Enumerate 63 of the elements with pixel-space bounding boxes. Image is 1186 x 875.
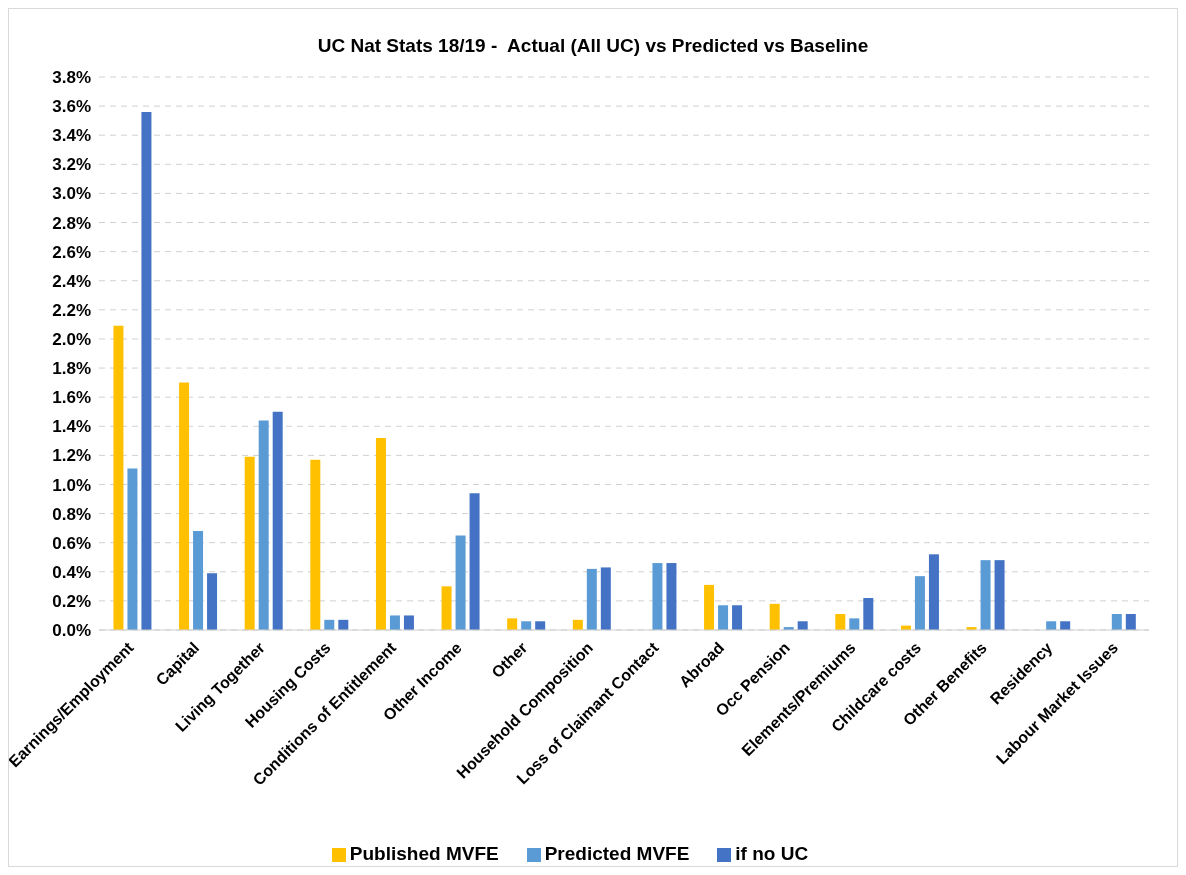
y-tick-label: 1.4% xyxy=(52,417,91,437)
y-tick-label: 0.0% xyxy=(52,621,91,641)
bar xyxy=(389,615,400,630)
bar xyxy=(127,468,138,630)
y-tick-label: 1.6% xyxy=(52,388,91,408)
y-tick-label: 2.0% xyxy=(52,329,91,349)
legend-label: Predicted MVFE xyxy=(544,843,690,864)
bar xyxy=(272,411,283,630)
y-tick-label: 3.0% xyxy=(52,184,91,204)
bar xyxy=(179,382,190,630)
bar xyxy=(718,605,729,630)
bar xyxy=(666,563,677,630)
bar xyxy=(258,420,269,630)
y-tick-label: 3.2% xyxy=(52,155,91,175)
y-tick-label: 0.8% xyxy=(52,504,91,524)
chart-title: UC Nat Stats 18/19 - Actual (All UC) vs Predicted vs Baseline xyxy=(316,35,870,58)
y-tick-label: 2.2% xyxy=(52,300,91,320)
legend-label: if no UC xyxy=(735,843,809,864)
bar xyxy=(244,456,255,630)
bar xyxy=(928,554,939,630)
bar xyxy=(207,573,218,630)
bar xyxy=(704,584,715,630)
bar xyxy=(1111,613,1122,630)
bar xyxy=(521,621,532,630)
bar xyxy=(455,535,466,630)
bar xyxy=(469,493,480,630)
y-tick-label: 2.4% xyxy=(52,271,91,291)
bar xyxy=(1046,621,1057,630)
bar xyxy=(113,325,124,630)
bar xyxy=(535,621,546,630)
y-tick-label: 1.0% xyxy=(52,475,91,495)
y-tick-label: 3.4% xyxy=(52,126,91,146)
bar xyxy=(403,615,414,630)
bar xyxy=(835,613,846,630)
y-tick-label: 1.2% xyxy=(52,446,91,466)
bar xyxy=(994,560,1005,630)
bar xyxy=(1060,621,1071,630)
bar xyxy=(600,567,611,630)
bar xyxy=(141,111,152,630)
y-tick-label: 2.8% xyxy=(52,213,91,233)
y-tick-label: 0.2% xyxy=(52,591,91,611)
bar xyxy=(769,603,780,630)
bar xyxy=(849,618,860,630)
bar xyxy=(652,563,663,630)
bar xyxy=(586,568,597,630)
y-tick-label: 2.6% xyxy=(52,242,91,262)
bar xyxy=(441,586,452,630)
legend-label: Published MVFE xyxy=(349,843,499,864)
bar xyxy=(980,560,991,630)
bar xyxy=(863,597,874,630)
y-tick-label: 0.6% xyxy=(52,533,91,553)
bar xyxy=(797,621,808,630)
y-tick-label: 1.8% xyxy=(52,359,91,379)
bar xyxy=(193,531,204,630)
bar xyxy=(310,459,321,630)
bar xyxy=(732,605,743,630)
y-tick-label: 0.4% xyxy=(52,562,91,582)
y-tick-label: 3.6% xyxy=(52,97,91,117)
bar xyxy=(375,437,386,630)
bar xyxy=(507,618,518,630)
y-tick-label: 3.8% xyxy=(52,68,91,88)
bar xyxy=(914,576,925,630)
bar xyxy=(1125,613,1136,630)
